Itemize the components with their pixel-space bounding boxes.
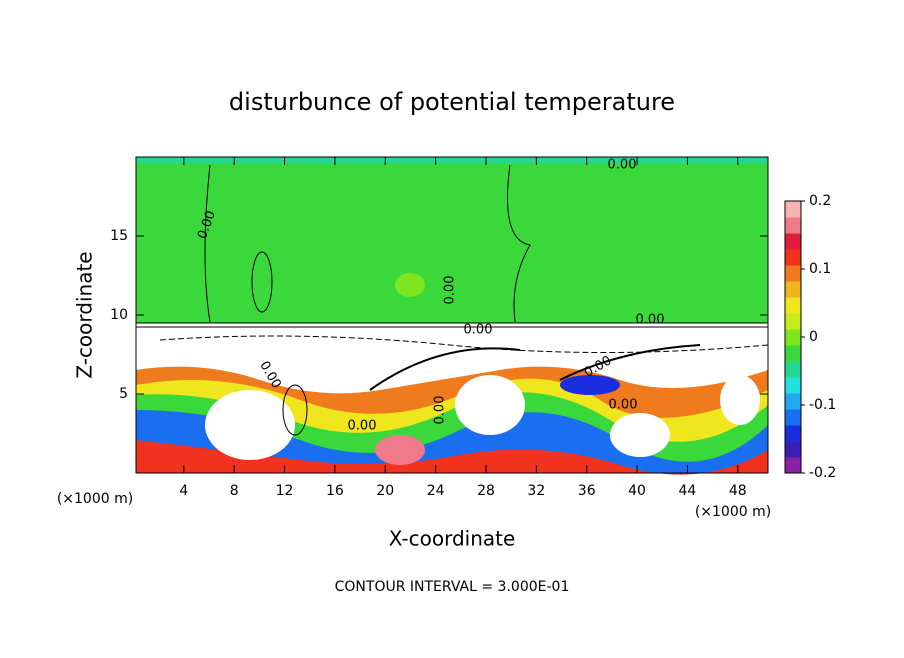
colorbar-segment <box>785 201 801 218</box>
x-unit-label: (×1000 m) <box>57 491 133 507</box>
colorbar-tick-label: -0.2 <box>809 465 836 481</box>
colorbar-segment <box>785 233 801 250</box>
colorbar-segment <box>785 457 801 474</box>
colorbar-segment <box>785 361 801 378</box>
x-tick-label: 36 <box>578 483 596 499</box>
contour-label: 0.00 <box>636 313 665 328</box>
colorbar-segment <box>785 313 801 330</box>
colorbar-segment <box>785 329 801 346</box>
x-tick-label: 12 <box>276 483 294 499</box>
colorbar-tick-label: 0.1 <box>809 261 831 277</box>
colorbar-segment <box>785 345 801 362</box>
x-tick-label: 24 <box>427 483 445 499</box>
x-tick-label: 16 <box>326 483 344 499</box>
colorbar-segment <box>785 393 801 410</box>
y-tick-label: 15 <box>110 228 128 244</box>
contour-label: 0.00 <box>443 276 458 305</box>
colorbar-segment <box>785 217 801 234</box>
contour-label: 0.00 <box>348 419 377 434</box>
contour-label: 0.00 <box>464 323 493 338</box>
colorbar-segment <box>785 425 801 442</box>
y-tick-label: 5 <box>119 386 128 402</box>
contour-label: 0.00 <box>433 396 448 425</box>
x-tick-label: 48 <box>729 483 747 499</box>
colorbar-segment <box>785 265 801 282</box>
x-unit-label: (×1000 m) <box>695 504 771 520</box>
y-tick-label: 10 <box>110 307 128 323</box>
x-tick-label: 32 <box>527 483 545 499</box>
x-tick-label: 8 <box>230 483 239 499</box>
colorbar-segment <box>785 249 801 266</box>
colorbar-segment <box>785 409 801 426</box>
x-tick-label: 28 <box>477 483 495 499</box>
colorbar-tick-label: 0.2 <box>809 193 831 209</box>
contour-label: 0.00 <box>609 398 638 413</box>
colorbar-tick-label: 0 <box>809 329 818 345</box>
colorbar-segment <box>785 377 801 394</box>
x-tick-label: 44 <box>679 483 697 499</box>
field <box>136 157 769 475</box>
x-axis-label: X-coordinate <box>389 527 516 551</box>
x-tick-label: 4 <box>179 483 188 499</box>
x-tick-label: 40 <box>628 483 646 499</box>
x-tick-label: 20 <box>376 483 394 499</box>
colorbar-segment <box>785 441 801 458</box>
contour-label: 0.00 <box>608 158 637 173</box>
chart-title: disturbunce of potential temperature <box>229 88 675 116</box>
colorbar-segment <box>785 281 801 298</box>
footnote: CONTOUR INTERVAL = 3.000E-01 <box>335 579 570 595</box>
colorbar-segment <box>785 297 801 314</box>
colorbar-tick-label: -0.1 <box>809 397 836 413</box>
y-axis-label: Z-coordinate <box>73 251 97 378</box>
